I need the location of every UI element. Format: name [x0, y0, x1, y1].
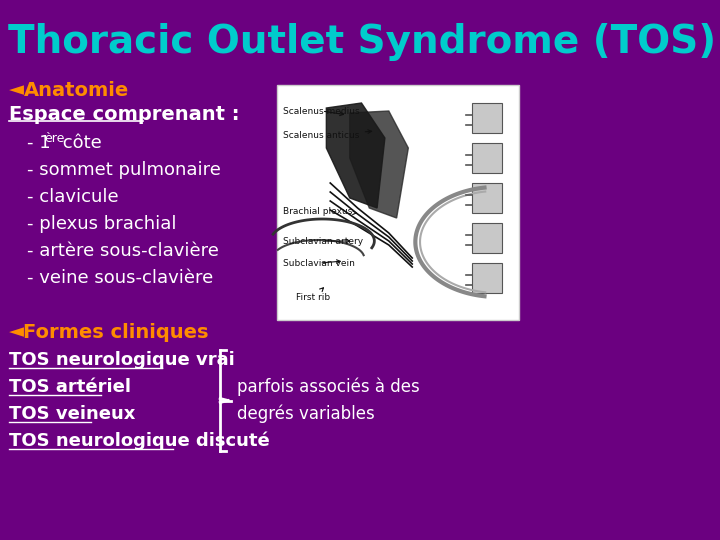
Bar: [472, 103, 502, 133]
Text: Subclavian artery: Subclavian artery: [284, 237, 364, 246]
Text: côte: côte: [57, 134, 102, 152]
Text: Brachial plexus: Brachial plexus: [284, 206, 356, 215]
Bar: [472, 263, 502, 293]
Text: - clavicule: - clavicule: [27, 188, 119, 206]
Text: Espace comprenant :: Espace comprenant :: [9, 105, 240, 125]
Text: ère: ère: [45, 132, 65, 145]
Text: Thoracic Outlet Syndrome (TOS): Thoracic Outlet Syndrome (TOS): [8, 23, 716, 61]
FancyBboxPatch shape: [277, 85, 519, 320]
Text: Scalenus medius: Scalenus medius: [284, 106, 360, 116]
Text: Anatomie: Anatomie: [24, 80, 129, 99]
Text: Scalenus anticus: Scalenus anticus: [284, 130, 372, 139]
Text: TOS neurologique discuté: TOS neurologique discuté: [9, 432, 270, 450]
Text: TOS artériel: TOS artériel: [9, 378, 131, 396]
Bar: [472, 143, 502, 173]
Text: - sommet pulmonaire: - sommet pulmonaire: [27, 161, 221, 179]
Text: ◄: ◄: [9, 322, 24, 341]
Text: ◄: ◄: [9, 80, 24, 99]
Text: - 1: - 1: [27, 134, 51, 152]
Text: TOS neurologique vrai: TOS neurologique vrai: [9, 351, 235, 369]
Bar: [472, 223, 502, 253]
Text: TOS veineux: TOS veineux: [9, 405, 136, 423]
Text: First rib: First rib: [296, 288, 330, 302]
Text: parfois associés à des
degrés variables: parfois associés à des degrés variables: [238, 377, 420, 423]
Text: - artère sous-clavière: - artère sous-clavière: [27, 242, 219, 260]
Bar: [472, 183, 502, 213]
Polygon shape: [350, 111, 408, 218]
Text: - plexus brachial: - plexus brachial: [27, 215, 177, 233]
Text: Formes cliniques: Formes cliniques: [24, 322, 209, 341]
Text: Subclavian vein: Subclavian vein: [284, 259, 355, 267]
Text: - veine sous-clavière: - veine sous-clavière: [27, 269, 214, 287]
Polygon shape: [326, 103, 385, 208]
